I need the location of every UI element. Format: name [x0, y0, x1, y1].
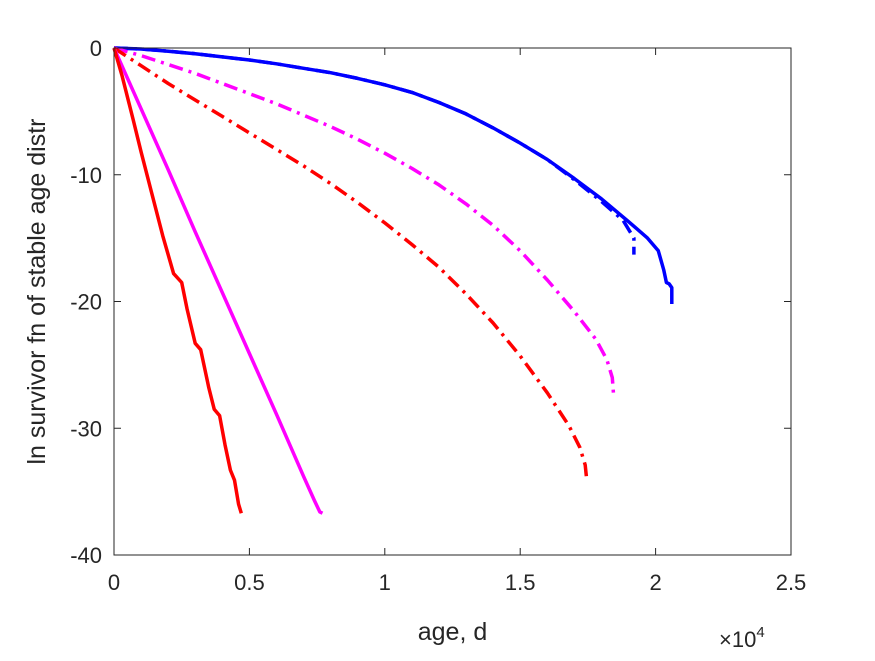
x-tick-label: 0 — [108, 570, 120, 595]
y-axis-ticks: 0 -10 -20 -30 -40 — [70, 36, 791, 568]
x-axis-label: age, d — [418, 618, 488, 646]
x-tick-label: 2.5 — [776, 570, 807, 595]
x-axis-ticks: 0 0.5 1 1.5 2 2.5 — [108, 48, 806, 595]
y-tick-label: -20 — [70, 290, 102, 315]
series-line-5 — [112, 47, 324, 515]
x-tick-label: 2 — [649, 570, 661, 595]
y-tick-label: -10 — [70, 163, 102, 188]
x-tick-label: 0.5 — [234, 570, 265, 595]
x-tick-label: 1.5 — [505, 570, 536, 595]
plot-area-frame — [113, 47, 792, 556]
y-tick-label: -30 — [70, 416, 102, 441]
x-axis-multiplier-exponent: 4 — [756, 624, 764, 641]
x-axis-multiplier-base: ×10 — [719, 627, 756, 652]
series-line-4 — [113, 46, 589, 478]
y-tick-label: -40 — [70, 543, 102, 568]
series-line-6 — [112, 47, 243, 514]
series-line-2 — [113, 46, 636, 255]
y-axis-label: ln survivor fn of stable age distr — [23, 119, 51, 465]
x-axis-multiplier: ×104 — [719, 624, 765, 652]
series-layer — [112, 46, 674, 515]
series-line-3 — [113, 46, 616, 396]
y-tick-label: 0 — [90, 36, 102, 61]
x-tick-label: 1 — [379, 570, 391, 595]
